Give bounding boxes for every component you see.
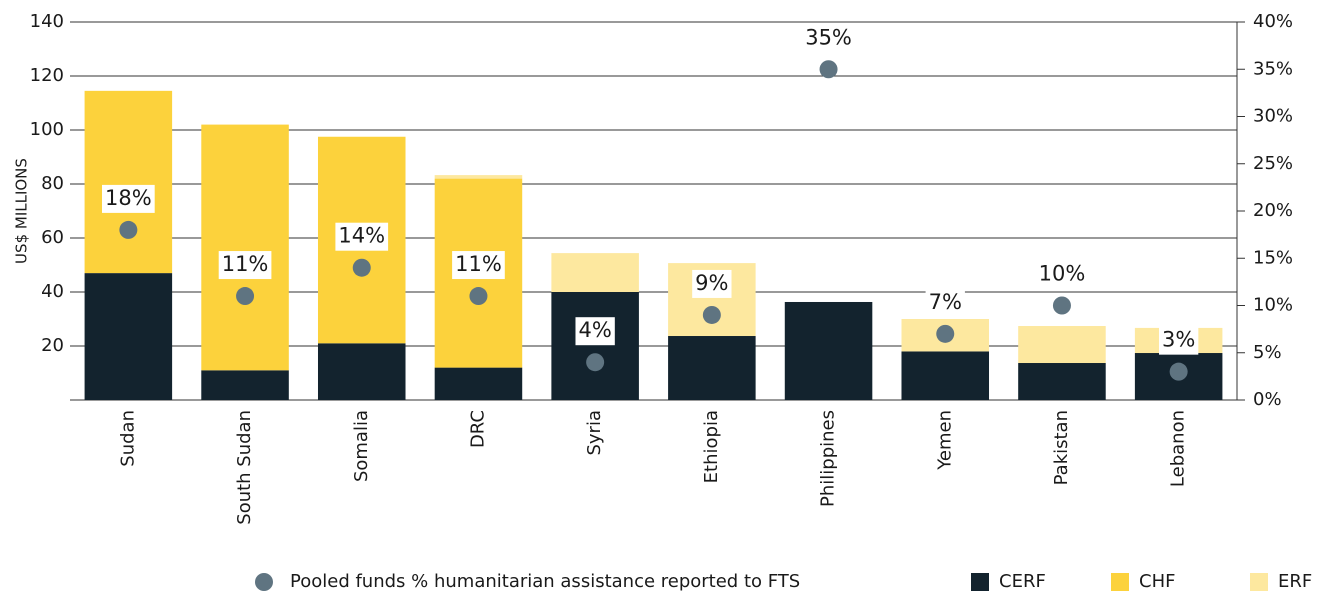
bar-segment: [201, 124, 289, 371]
data-label: 7%: [929, 290, 962, 314]
x-tick-label: Pakistan: [1051, 410, 1072, 485]
legend-label: Pooled funds % humanitarian assistance r…: [290, 571, 800, 592]
legend-swatch: [1250, 573, 1268, 591]
legend-label: CERF: [999, 571, 1046, 592]
bar-segment: [551, 253, 639, 292]
bar-segment: [201, 370, 289, 400]
dot: [702, 305, 721, 324]
label-bg: [925, 288, 965, 317]
dot: [1169, 362, 1188, 381]
x-tick-label: DRC: [467, 410, 488, 448]
y2-tick-label: 20%: [1253, 200, 1293, 221]
bar-segment: [434, 367, 523, 400]
y2-tick-label: 40%: [1253, 11, 1293, 32]
dot: [236, 287, 255, 306]
data-label: 14%: [338, 224, 385, 248]
bar-segment: [668, 336, 756, 400]
legend-label: ERF: [1278, 571, 1312, 592]
label-bg: [218, 251, 272, 280]
label-bg: [102, 184, 155, 213]
legend-swatch: [971, 573, 989, 591]
x-tick-label: Lebanon: [1168, 410, 1189, 487]
y2-tick-label: 5%: [1253, 342, 1282, 363]
bar-segment: [434, 175, 523, 179]
x-tick-label: Syria: [584, 410, 605, 456]
y-tick-label: 80: [41, 173, 64, 194]
y2-tick-label: 30%: [1253, 106, 1293, 127]
dot: [936, 324, 955, 343]
y-tick-label: 120: [30, 65, 64, 86]
label-bg: [335, 222, 389, 251]
y2-tick-label: 0%: [1253, 389, 1282, 410]
legend-swatch: [1111, 573, 1129, 591]
y-tick-label: 20: [41, 335, 64, 356]
y-tick-label: 60: [41, 227, 64, 248]
dot: [819, 60, 838, 79]
data-label: 35%: [805, 25, 852, 49]
label-bg: [575, 317, 615, 346]
dot: [586, 353, 605, 372]
label-bg: [1035, 260, 1089, 289]
y-tick-label: 140: [30, 11, 64, 32]
bar-segment: [551, 292, 639, 400]
dot: [119, 220, 138, 239]
label-bg: [692, 269, 732, 298]
label-bg: [802, 24, 855, 53]
data-label: 10%: [1039, 262, 1086, 286]
x-tick-label: Sudan: [117, 410, 138, 467]
data-label: 11%: [455, 252, 502, 276]
dot: [1052, 296, 1071, 315]
y-axis-label: US$ MILLIONS: [13, 158, 31, 264]
x-tick-label: Philippines: [818, 410, 839, 507]
bar-segment: [1018, 326, 1106, 364]
label-bg: [452, 251, 505, 280]
bar-segment: [1018, 363, 1106, 400]
bar-segment: [784, 301, 873, 400]
data-label: 18%: [105, 186, 152, 210]
bar-segment: [901, 351, 990, 400]
label-bg: [1158, 326, 1199, 355]
bar-segment: [317, 343, 406, 400]
data-label: 9%: [695, 271, 728, 295]
dot: [469, 287, 488, 306]
bar-segment: [84, 273, 173, 400]
legend-dot: [255, 573, 273, 591]
y-tick-label: 100: [30, 119, 64, 140]
y2-tick-label: 35%: [1253, 58, 1293, 79]
dot: [352, 258, 371, 277]
x-tick-label: Somalia: [351, 410, 372, 482]
data-label: 4%: [578, 318, 611, 342]
data-label: 3%: [1162, 328, 1195, 352]
y2-tick-label: 25%: [1253, 153, 1293, 174]
legend-label: CHF: [1139, 571, 1175, 592]
y2-tick-label: 10%: [1253, 295, 1293, 316]
data-label: 11%: [222, 252, 269, 276]
y-tick-label: 40: [41, 281, 64, 302]
bar-segment: [84, 90, 173, 274]
x-tick-label: Ethiopia: [701, 410, 722, 483]
y2-tick-label: 15%: [1253, 247, 1293, 268]
x-tick-label: South Sudan: [234, 410, 255, 525]
x-tick-label: Yemen: [934, 410, 955, 471]
